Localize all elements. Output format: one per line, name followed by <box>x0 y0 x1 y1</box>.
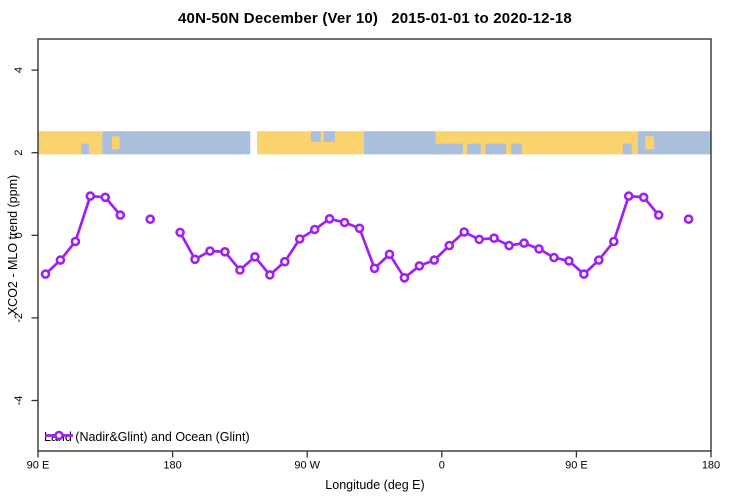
map-strip-land-fleck <box>112 136 120 150</box>
y-tick-label: 4 <box>13 67 25 73</box>
map-strip-ocean-fleck <box>511 143 522 155</box>
map-strip-land-segment <box>38 131 103 155</box>
data-point <box>324 214 335 224</box>
data-point <box>623 191 634 201</box>
data-point <box>608 236 619 247</box>
legend-marker-icon <box>45 430 73 441</box>
data-point <box>683 214 694 224</box>
map-strip-ocean-fleck <box>467 143 481 155</box>
x-tick-label: 90 E <box>565 460 588 472</box>
data-point <box>220 247 230 257</box>
map-strip-ocean-segment <box>364 131 436 155</box>
data-point <box>339 217 350 228</box>
x-axis-title: Longitude (deg E) <box>325 478 425 492</box>
data-point <box>504 240 514 251</box>
x-tick-label: 180 <box>163 460 181 472</box>
map-strip-land-segment <box>435 131 638 155</box>
y-tick-label: 2 <box>13 150 25 156</box>
data-point <box>474 234 485 245</box>
data-point <box>190 254 200 265</box>
data-point <box>279 256 290 267</box>
data-point <box>579 269 589 279</box>
data-point <box>459 227 470 237</box>
data-point <box>309 224 320 235</box>
x-tick-label: 180 <box>702 460 720 472</box>
data-point <box>593 255 604 265</box>
data-point <box>115 210 126 220</box>
legend-label: Land (Nadir&Glint) and Ocean (Glint) <box>44 429 250 444</box>
data-point <box>534 244 544 254</box>
x-tick-label: 90 E <box>27 460 50 472</box>
data-point <box>444 240 455 251</box>
data-point <box>354 223 365 234</box>
data-point <box>414 261 425 271</box>
y-tick-label: 0 <box>13 232 25 238</box>
data-point <box>429 255 440 265</box>
data-point <box>384 249 395 260</box>
map-strip-ocean-fleck <box>432 143 463 155</box>
data-point <box>369 263 380 274</box>
map-strip-ocean-segment <box>102 131 251 155</box>
data-point <box>250 251 260 262</box>
plot-title: 40N-50N December (Ver 10) 2015-01-01 to … <box>178 10 572 27</box>
map-strip-land-segment <box>257 131 365 155</box>
data-point <box>549 252 559 263</box>
data-point <box>85 191 96 201</box>
plot-border <box>37 38 712 452</box>
map-strip-ocean-segment <box>637 131 711 155</box>
map-strip-ocean-fleck <box>310 131 321 142</box>
x-tick-label: 0 <box>439 460 445 472</box>
legend: Land (Nadir&Glint) and Ocean (Glint) <box>44 429 250 444</box>
data-point <box>55 255 66 265</box>
map-strip-ocean-fleck <box>323 131 335 142</box>
data-point <box>145 214 155 224</box>
map-strip-ocean-fleck <box>622 143 632 155</box>
data-point <box>70 236 81 247</box>
y-tick-label: -4 <box>13 396 25 406</box>
data-point <box>205 246 215 256</box>
data-point <box>235 265 245 275</box>
data-point <box>489 233 499 243</box>
data-point <box>40 269 51 279</box>
map-strip-land-fleck <box>645 136 655 150</box>
data-point <box>564 256 574 266</box>
map-strip-ocean-fleck <box>81 143 89 155</box>
data-point <box>264 270 275 280</box>
y-tick-label: -2 <box>13 313 25 323</box>
data-point <box>653 210 664 220</box>
data-point <box>100 192 111 203</box>
map-strip-ocean-fleck <box>485 143 507 155</box>
data-point <box>294 234 305 244</box>
x-tick-label: 90 W <box>294 460 320 472</box>
data-point <box>399 272 410 283</box>
data-point <box>519 238 529 248</box>
data-point <box>175 227 185 238</box>
map-strip-gap-segment <box>250 131 258 155</box>
data-point <box>638 192 649 203</box>
